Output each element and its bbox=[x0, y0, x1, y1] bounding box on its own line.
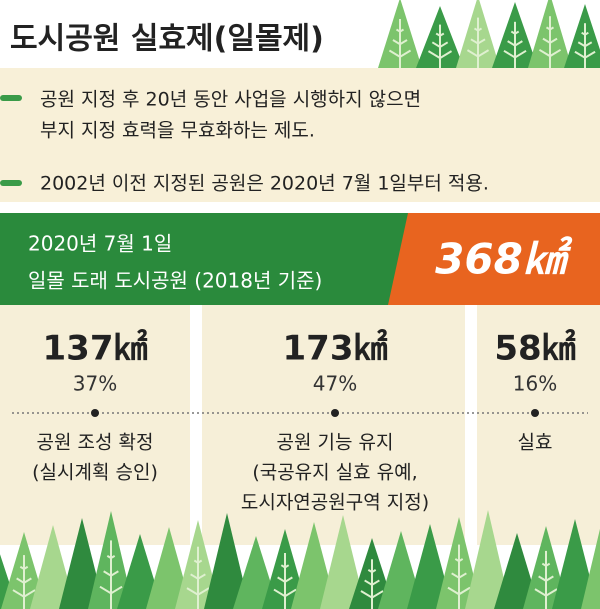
tree-branch bbox=[395, 28, 405, 33]
column-area: 173㎢ bbox=[283, 329, 388, 369]
tree-branch bbox=[538, 575, 554, 582]
column-divider bbox=[465, 305, 477, 545]
tree-branch bbox=[193, 559, 203, 564]
notes-panel bbox=[0, 68, 600, 202]
title: 도시공원 실효제(일몰제) bbox=[10, 22, 324, 57]
trees-top bbox=[378, 0, 600, 68]
column-dot bbox=[91, 409, 99, 417]
tree-branch bbox=[466, 49, 490, 58]
column-divider bbox=[190, 305, 202, 545]
tree-branch bbox=[427, 50, 453, 60]
column-dot bbox=[531, 409, 539, 417]
tree-branch bbox=[431, 41, 449, 49]
tree-branch bbox=[503, 49, 527, 59]
tree-branch bbox=[273, 588, 297, 598]
bullet bbox=[0, 95, 22, 101]
column-area: 58㎢ bbox=[494, 329, 575, 369]
tree-branch bbox=[388, 49, 412, 58]
tree-branch bbox=[574, 50, 596, 59]
column-line: 공원 조성 확정 bbox=[37, 432, 154, 454]
column-dot bbox=[331, 409, 339, 417]
tree bbox=[204, 513, 250, 609]
bullet bbox=[0, 180, 22, 186]
column-line: 실효 bbox=[518, 432, 553, 454]
tree bbox=[465, 510, 511, 609]
column-share: 47% bbox=[313, 372, 357, 396]
tree-branch bbox=[470, 38, 486, 45]
tree bbox=[320, 515, 366, 609]
tree-branch bbox=[507, 40, 523, 47]
banner-line: 일몰 도래 도시공원 (2018년 기준) bbox=[28, 269, 322, 293]
note-line: 부지 지정 효력을 무효화하는 제도. bbox=[40, 120, 315, 142]
tree-branch bbox=[510, 30, 520, 35]
tree bbox=[564, 4, 600, 68]
column-share: 37% bbox=[73, 372, 117, 396]
column-line: (실시계획 승인) bbox=[32, 462, 158, 484]
column-line: 공원 기능 유지 bbox=[277, 432, 394, 454]
tree-branch bbox=[435, 32, 445, 37]
columns-panel bbox=[0, 305, 600, 545]
tree-branch bbox=[186, 587, 210, 596]
trees-bottom bbox=[0, 510, 600, 609]
tree-branch bbox=[19, 565, 29, 571]
tree-branch bbox=[99, 585, 123, 595]
note-line: 공원 지정 후 20년 동안 사업을 시행하지 않으면 bbox=[40, 89, 421, 111]
tree-branch bbox=[103, 570, 119, 577]
tree-branch bbox=[364, 579, 380, 587]
tree-branch bbox=[577, 41, 593, 48]
tree-branch bbox=[538, 48, 562, 58]
columns: 137㎢ 37% 공원 조성 확정 (실시계획 승인) 173㎢ 47% 공원 기능 유지 (… bbox=[32, 329, 576, 514]
tree-branch bbox=[280, 564, 290, 569]
banner-line: 2020년 7월 1일 bbox=[28, 232, 172, 256]
tree-branch bbox=[16, 577, 32, 584]
tree-branch bbox=[447, 586, 471, 596]
tree bbox=[581, 528, 600, 609]
banner-total-box bbox=[388, 213, 600, 305]
column-area: 137㎢ bbox=[43, 329, 148, 369]
tree-branch bbox=[277, 576, 293, 583]
tree-branch bbox=[542, 37, 558, 45]
banner-total: 368㎢ bbox=[435, 235, 573, 284]
tree-branch bbox=[190, 573, 206, 580]
tree-branch bbox=[545, 26, 555, 31]
tree-branch bbox=[360, 590, 384, 599]
tree-branch bbox=[454, 558, 464, 563]
tree-branch bbox=[12, 589, 36, 598]
tree-branch bbox=[392, 39, 408, 46]
column-line: 도시자연공원구역 지정) bbox=[241, 492, 429, 514]
tree bbox=[0, 554, 18, 609]
tree-branch bbox=[451, 572, 467, 579]
note-line: 2002년 이전 지정된 공원은 2020년 7월 1일부터 적용. bbox=[40, 173, 489, 195]
column-share: 16% bbox=[513, 372, 557, 396]
column-line: (국공유지 실효 유예, bbox=[252, 462, 417, 484]
tree-branch bbox=[106, 554, 116, 560]
tree-branch bbox=[581, 31, 589, 36]
tree-branch bbox=[541, 562, 551, 568]
tree-branch bbox=[534, 588, 558, 597]
tree-branch bbox=[473, 27, 483, 32]
tree-branch bbox=[367, 569, 377, 574]
